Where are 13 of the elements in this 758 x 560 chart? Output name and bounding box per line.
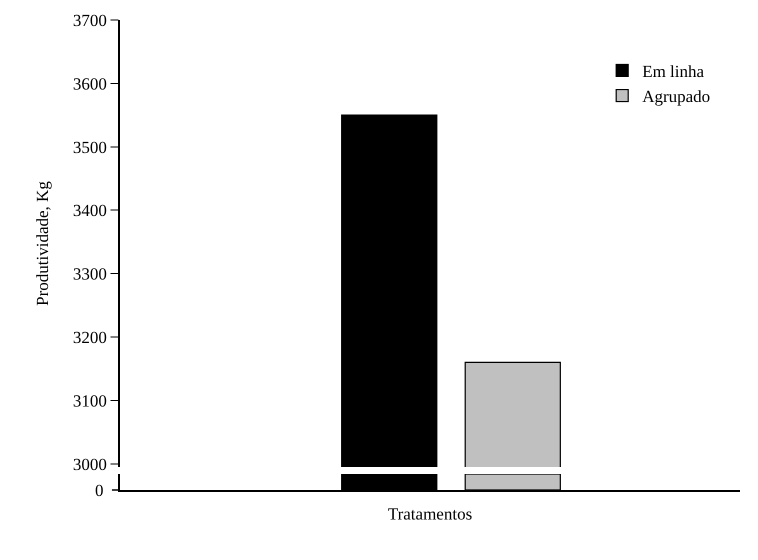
legend-label: Em linha bbox=[642, 62, 705, 82]
y-axis-title: Produtividade, Kg bbox=[32, 180, 52, 306]
y-tick-label: 3500 bbox=[72, 138, 107, 157]
y-tick-label: 3200 bbox=[72, 328, 107, 347]
y-tick-label: 3400 bbox=[72, 201, 107, 220]
legend-label: Agrupado bbox=[642, 87, 710, 106]
y-tick-label: 3700 bbox=[72, 10, 107, 30]
y-tick-label: 3600 bbox=[72, 74, 107, 94]
y-tick-label: 3000 bbox=[72, 454, 107, 474]
y-tick-label: 3300 bbox=[72, 264, 107, 284]
text: 0 bbox=[95, 481, 104, 500]
x-axis-title: Tratamentos bbox=[388, 504, 472, 524]
y-tick-label: 3100 bbox=[72, 391, 107, 410]
